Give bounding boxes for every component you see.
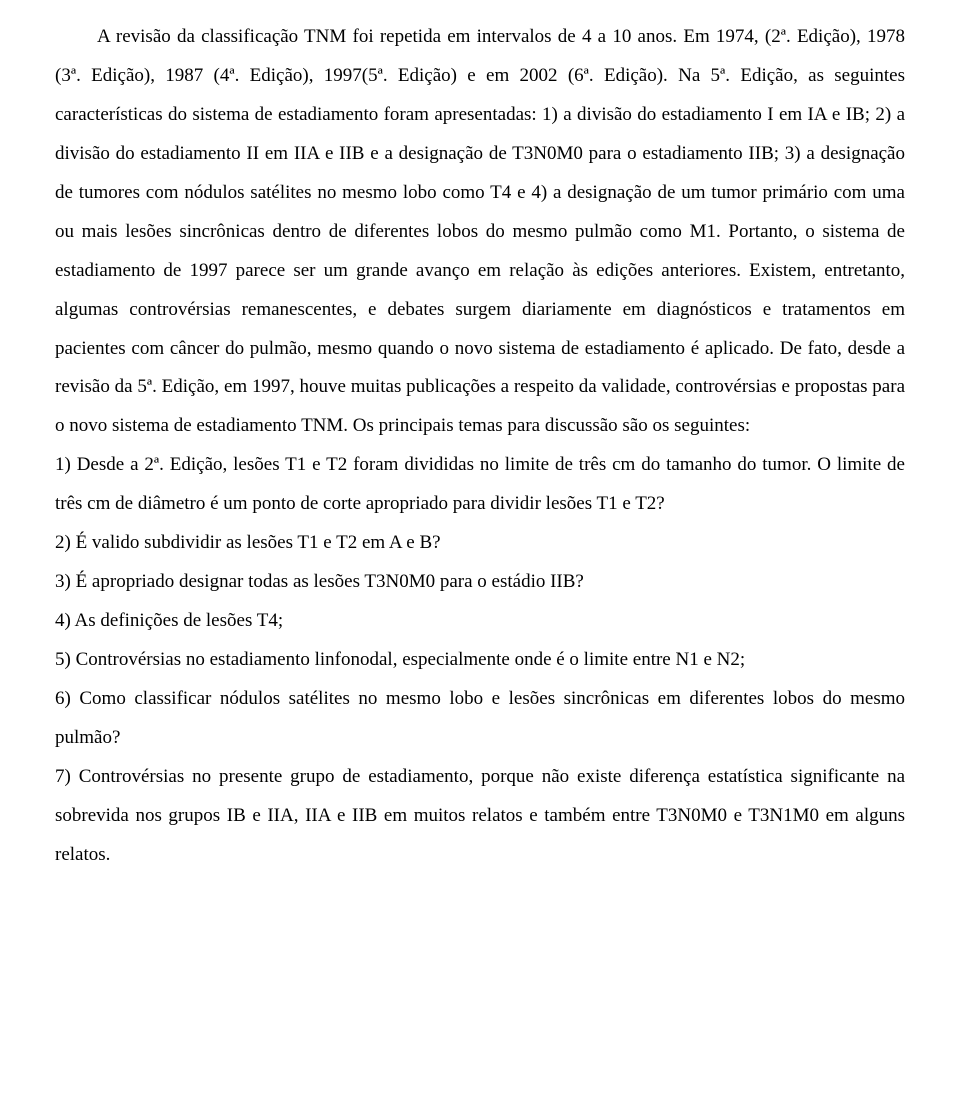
discussion-item-6: 6) Como classificar nódulos satélites no… [55, 680, 905, 758]
discussion-item-7: 7) Controvérsias no presente grupo de es… [55, 758, 905, 875]
discussion-item-4: 4) As definições de lesões T4; [55, 602, 905, 641]
discussion-item-3: 3) É apropriado designar todas as lesões… [55, 563, 905, 602]
discussion-item-5: 5) Controvérsias no estadiamento linfono… [55, 641, 905, 680]
discussion-item-1: 1) Desde a 2ª. Edição, lesões T1 e T2 fo… [55, 446, 905, 524]
discussion-item-2: 2) É valido subdividir as lesões T1 e T2… [55, 524, 905, 563]
body-paragraph-intro: A revisão da classificação TNM foi repet… [55, 18, 905, 446]
